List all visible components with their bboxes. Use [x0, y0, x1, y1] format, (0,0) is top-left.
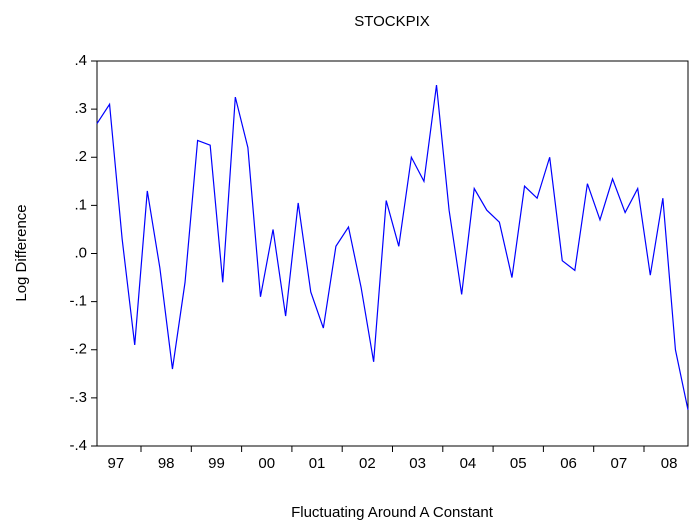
y-tick-label: -.4	[69, 437, 87, 454]
y-tick-label: .1	[74, 196, 87, 213]
x-tick-label: 04	[460, 455, 477, 472]
x-tick-label: 99	[208, 455, 225, 472]
x-tick-label: 03	[409, 455, 426, 472]
y-tick-label: .2	[74, 148, 87, 165]
x-tick-label: 07	[610, 455, 627, 472]
y-tick-label: .0	[74, 244, 87, 261]
y-axis-label: Log Difference	[13, 204, 30, 301]
y-tick-label: -.3	[69, 389, 87, 406]
plot-frame	[96, 60, 689, 447]
x-tick-label: 08	[661, 455, 678, 472]
x-tick-label: 06	[560, 455, 577, 472]
x-axis-label: Fluctuating Around A Constant	[291, 504, 494, 521]
chart-title: STOCKPIX	[354, 13, 430, 30]
data-line	[96, 84, 689, 411]
y-tick-label: .4	[74, 52, 87, 69]
x-tick-label: 01	[309, 455, 326, 472]
y-tick-label: -.1	[69, 293, 87, 310]
x-tick-label: 02	[359, 455, 376, 472]
x-tick-label: 98	[158, 455, 175, 472]
x-tick-label: 00	[258, 455, 275, 472]
x-tick-label: 05	[510, 455, 527, 472]
y-tick-label: -.2	[69, 341, 87, 358]
y-tick-label: .3	[74, 100, 87, 117]
x-tick-label: 97	[108, 455, 125, 472]
